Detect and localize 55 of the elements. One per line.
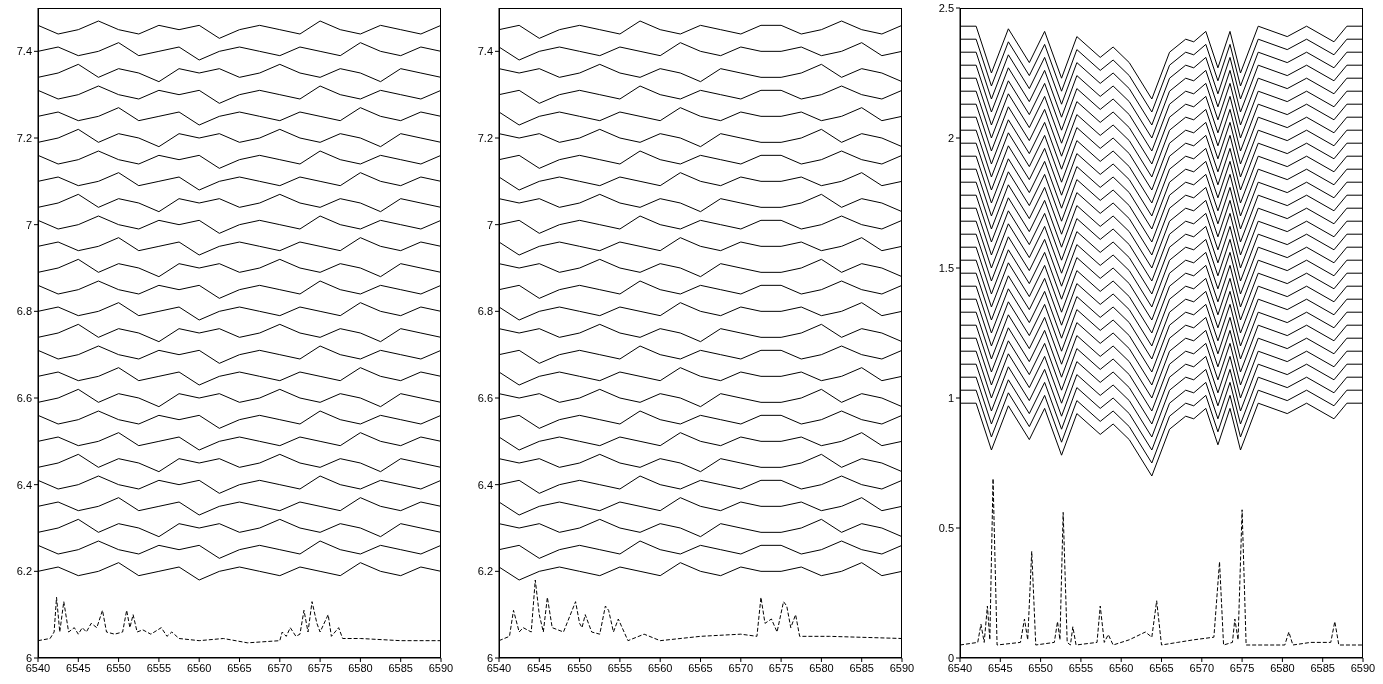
y-tick-label: 7 — [25, 218, 32, 231]
x-tick-label: 6575 — [768, 661, 794, 674]
x-tick-label: 6550 — [567, 661, 592, 674]
y-tick-label: 7 — [486, 218, 493, 231]
x-tick-label: 6555 — [1068, 661, 1094, 674]
y-tick-label: 2 — [947, 131, 954, 144]
y-tick-label: 6.2 — [477, 565, 493, 578]
x-tick-label: 6570 — [1189, 661, 1215, 674]
x-tick-label: 6550 — [106, 661, 131, 674]
x-tick-label: 6560 — [186, 661, 212, 674]
y-tick-label: 2.5 — [938, 1, 954, 14]
y-tick-label: 7.2 — [477, 131, 493, 144]
y-tick-label: 7.4 — [16, 45, 32, 58]
x-tick-label: 6565 — [227, 661, 252, 674]
y-tick-label: 6 — [25, 651, 32, 664]
x-tick-label: 6585 — [849, 661, 874, 674]
x-tick-label: 6565 — [688, 661, 713, 674]
x-tick-label: 6575 — [1229, 661, 1255, 674]
y-tick-label: 6.8 — [16, 305, 32, 318]
y-tick-label: 6.4 — [16, 478, 32, 491]
y-tick-label: 1.5 — [938, 261, 954, 274]
y-tick-label: 0 — [947, 651, 954, 664]
y-tick-label: 7.4 — [477, 45, 493, 58]
x-tick-label: 6540 — [486, 661, 512, 674]
x-tick-label: 6545 — [66, 661, 91, 674]
x-tick-label: 6540 — [25, 661, 51, 674]
x-tick-label: 6555 — [607, 661, 633, 674]
y-tick-label: 6.4 — [477, 478, 493, 491]
x-tick-label: 6570 — [728, 661, 754, 674]
x-tick-label: 6575 — [307, 661, 333, 674]
x-tick-label: 6540 — [947, 661, 973, 674]
y-tick-label: 0.5 — [938, 521, 954, 534]
y-tick-label: 1 — [947, 391, 954, 404]
x-tick-label: 6585 — [1310, 661, 1335, 674]
x-tick-label: 6545 — [988, 661, 1013, 674]
x-tick-label: 6580 — [1270, 661, 1295, 674]
y-tick-label: 6.6 — [477, 391, 493, 404]
y-tick-label: 7.2 — [16, 131, 32, 144]
x-tick-label: 6555 — [146, 661, 172, 674]
x-tick-label: 6550 — [1028, 661, 1053, 674]
x-tick-label: 6545 — [527, 661, 552, 674]
x-tick-label: 6590 — [889, 661, 915, 674]
x-tick-label: 6560 — [647, 661, 673, 674]
x-tick-label: 6580 — [809, 661, 834, 674]
y-tick-label: 6.6 — [16, 391, 32, 404]
x-tick-label: 6580 — [348, 661, 373, 674]
x-tick-label: 6590 — [428, 661, 454, 674]
x-tick-label: 6560 — [1108, 661, 1134, 674]
y-tick-label: 6.8 — [477, 305, 493, 318]
x-tick-label: 6570 — [267, 661, 293, 674]
x-tick-label: 6590 — [1350, 661, 1376, 674]
x-tick-label: 6565 — [1149, 661, 1174, 674]
x-tick-label: 6585 — [388, 661, 413, 674]
y-tick-label: 6 — [486, 651, 493, 664]
y-tick-label: 6.2 — [16, 565, 32, 578]
